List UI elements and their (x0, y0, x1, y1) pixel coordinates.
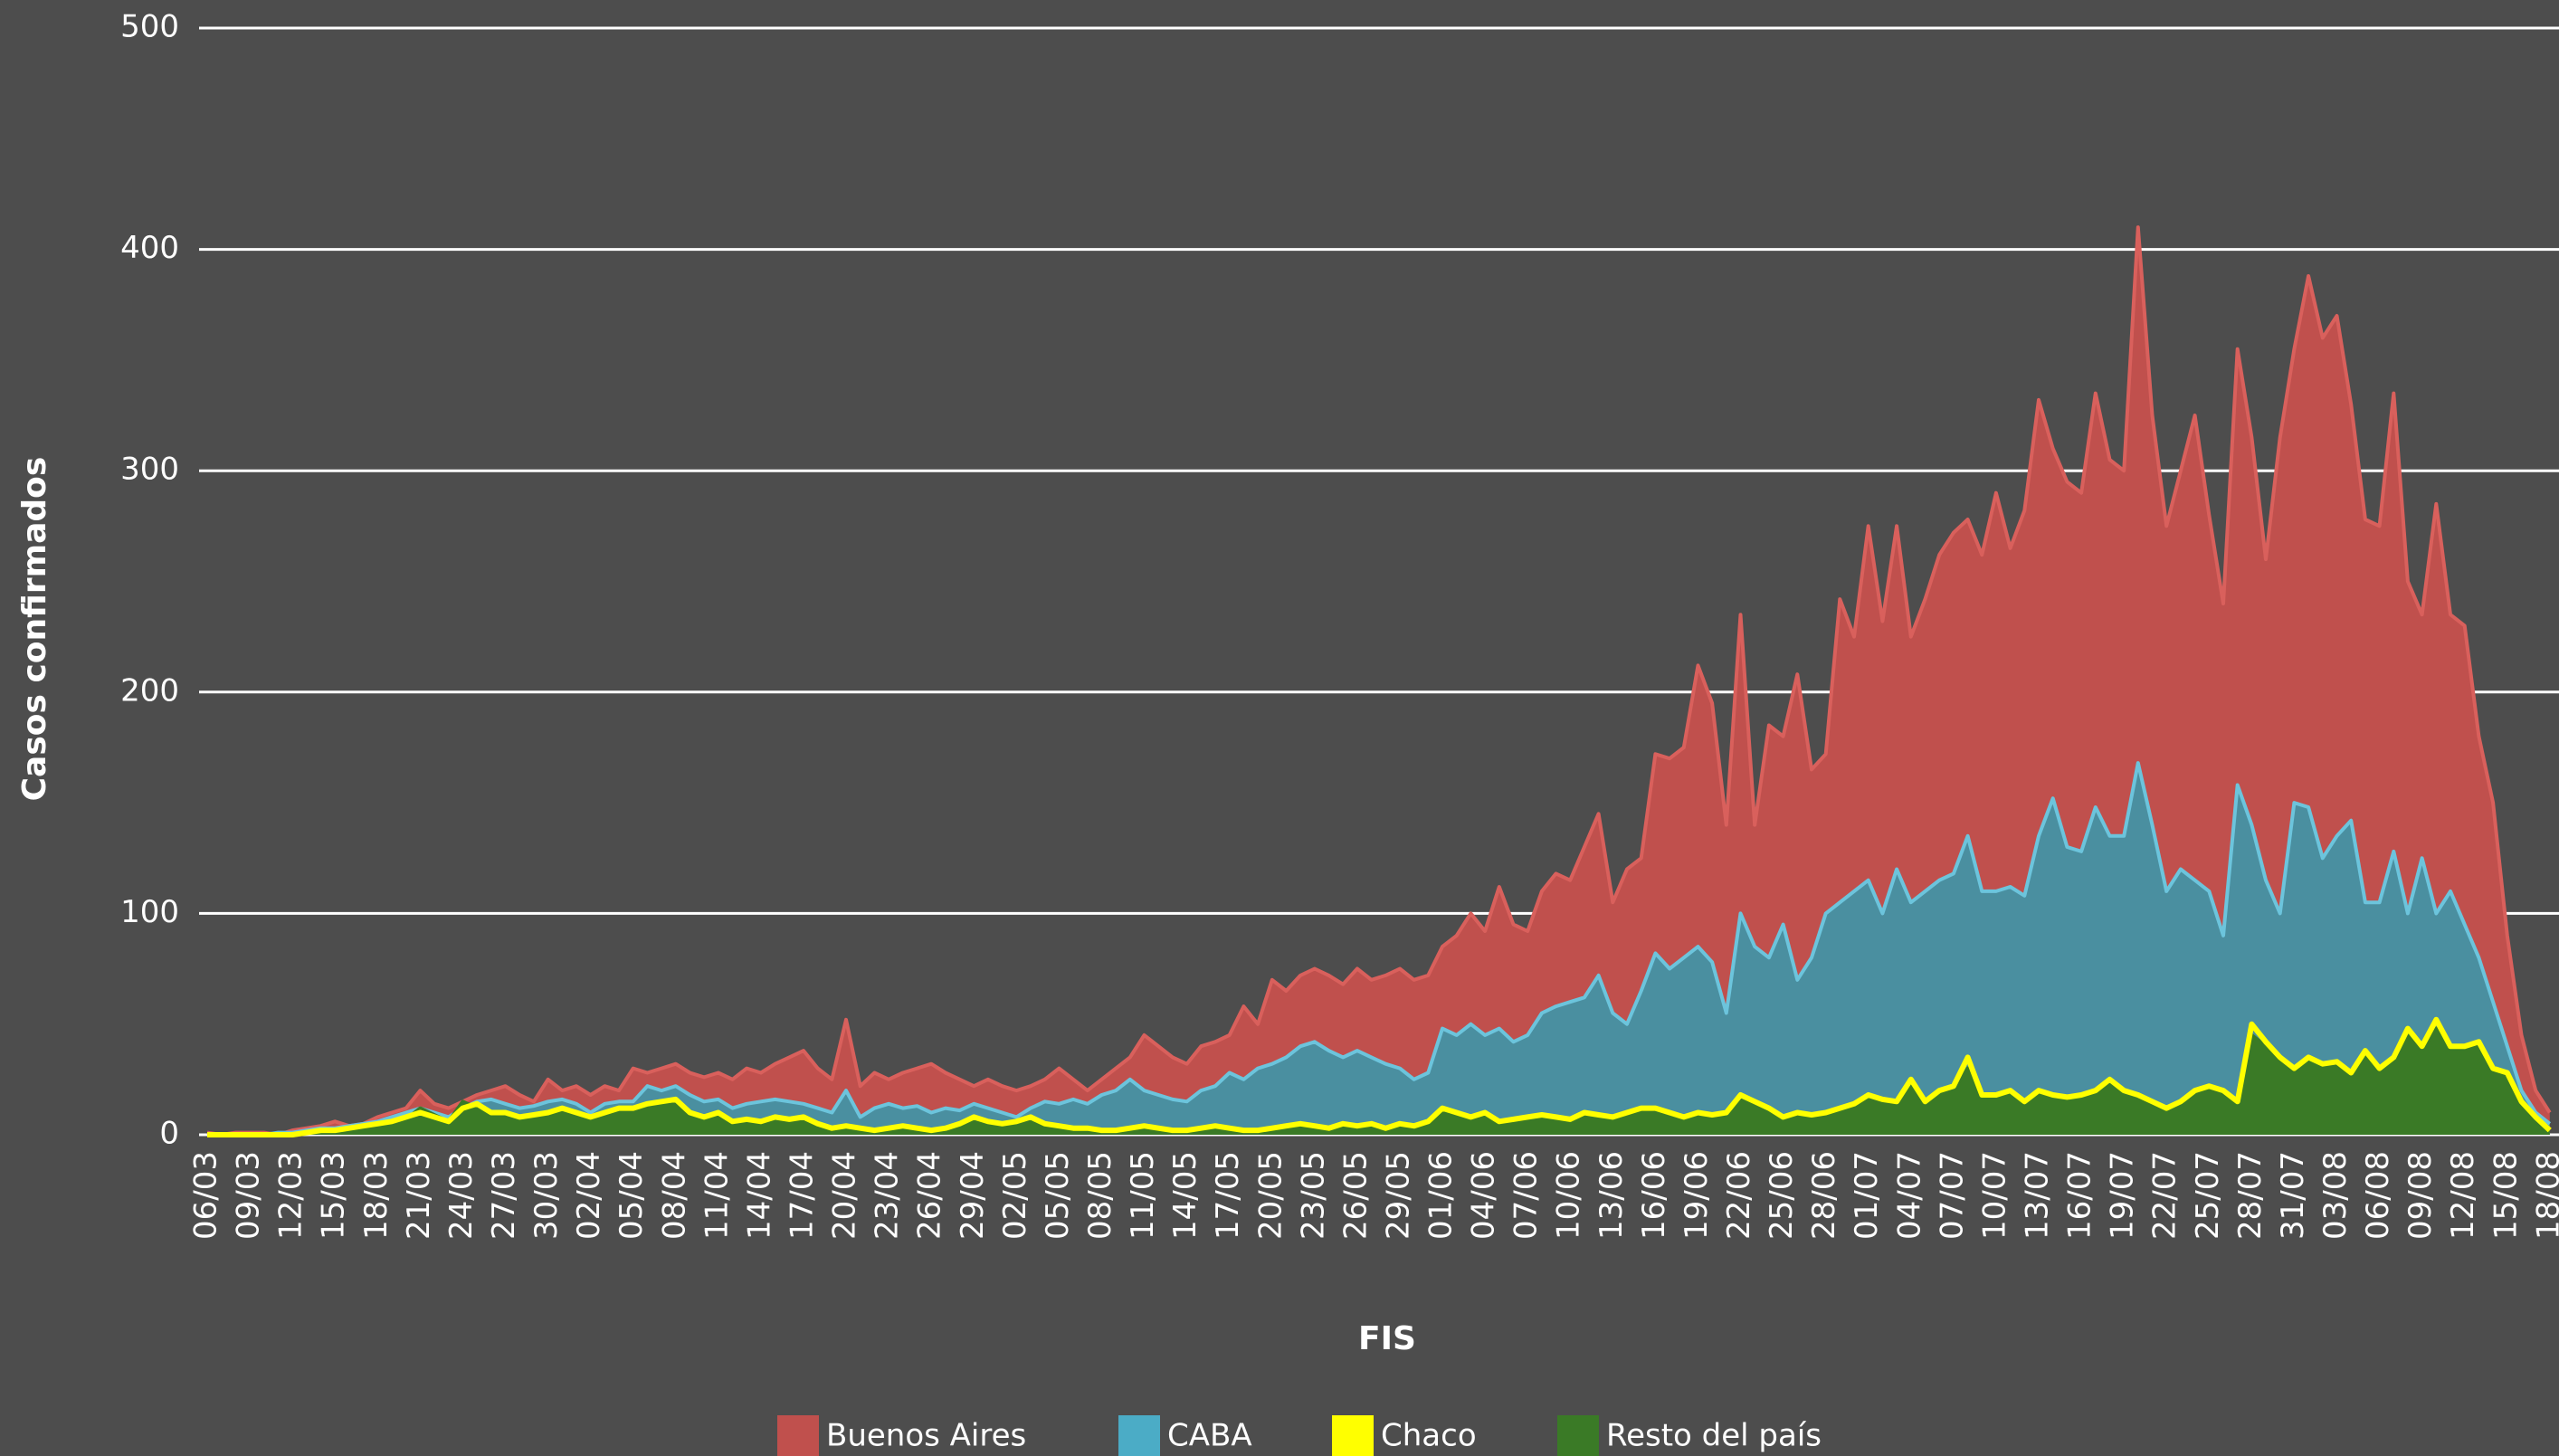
series-line (207, 761, 2552, 1137)
x-tick-label: 01/07 (1849, 1151, 1885, 1240)
legend-swatch (1557, 1415, 1599, 1456)
x-tick-label: 29/04 (955, 1151, 991, 1240)
x-tick-label: 25/06 (1764, 1151, 1800, 1240)
x-tick-label: 16/06 (1636, 1151, 1672, 1240)
x-tick-label: 18/03 (358, 1151, 395, 1240)
legend-label: Resto del país (1606, 1418, 1822, 1454)
x-tick-label: 07/07 (1934, 1151, 1970, 1240)
x-tick-label: 05/04 (614, 1151, 650, 1240)
x-tick-label: 18/08 (2530, 1151, 2559, 1240)
y-tick-label: 500 (120, 9, 179, 45)
x-tick-label: 09/03 (231, 1151, 267, 1240)
x-tick-label: 01/06 (1423, 1151, 1460, 1240)
x-tick-label: 03/08 (2317, 1151, 2354, 1240)
legend-label: CABA (1167, 1418, 1252, 1454)
x-tick-label: 22/06 (1721, 1151, 1757, 1240)
x-tick-label: 26/04 (912, 1151, 948, 1240)
x-tick-label: 10/07 (1976, 1151, 2012, 1240)
x-tick-label: 06/03 (188, 1151, 224, 1240)
x-tick-label: 30/03 (528, 1151, 565, 1240)
y-tick-label: 0 (159, 1116, 179, 1152)
x-tick-label: 28/06 (1806, 1151, 1842, 1240)
y-tick-label: 200 (120, 672, 179, 709)
x-tick-label: 27/03 (486, 1151, 522, 1240)
x-tick-label: 07/06 (1508, 1151, 1545, 1240)
x-tick-label: 10/06 (1551, 1151, 1587, 1240)
x-tick-label: 12/03 (273, 1151, 309, 1240)
x-tick-label: 26/05 (1337, 1151, 1374, 1240)
y-tick-label: 100 (120, 894, 179, 930)
x-tick-label: 11/05 (1125, 1151, 1161, 1240)
x-tick-label: 05/05 (1040, 1151, 1076, 1240)
x-tick-label: 19/07 (2105, 1151, 2141, 1240)
x-tick-label: 21/03 (401, 1151, 437, 1240)
series-line (206, 225, 2552, 1137)
x-tick-label: 14/04 (741, 1151, 777, 1240)
series-line (207, 1016, 2552, 1137)
y-axis-label: Casos confirmados (16, 457, 53, 802)
x-tick-label: 29/05 (1380, 1151, 1416, 1240)
x-tick-label: 17/05 (1210, 1151, 1246, 1240)
area-fill (207, 1028, 2550, 1135)
x-tick-label: 28/07 (2232, 1151, 2269, 1240)
x-tick-label: 06/08 (2360, 1151, 2396, 1240)
x-tick-label: 20/05 (1252, 1151, 1289, 1240)
x-tick-label: 16/07 (2062, 1151, 2098, 1240)
x-tick-label: 04/06 (1466, 1151, 1502, 1240)
legend-swatch (1332, 1415, 1374, 1456)
x-tick-label: 14/05 (1167, 1151, 1203, 1240)
x-tick-label: 24/03 (443, 1151, 480, 1240)
x-tick-label: 13/07 (2020, 1151, 2056, 1240)
legend-swatch (777, 1415, 819, 1456)
x-tick-label: 31/07 (2275, 1151, 2311, 1240)
x-tick-label: 08/05 (1082, 1151, 1118, 1240)
x-tick-label: 15/08 (2488, 1151, 2524, 1240)
x-tick-label: 23/05 (1295, 1151, 1331, 1240)
x-tick-label: 09/08 (2402, 1151, 2439, 1240)
x-tick-label: 12/08 (2445, 1151, 2481, 1240)
legend-label: Chaco (1381, 1418, 1477, 1454)
x-tick-label: 02/04 (571, 1151, 607, 1240)
x-tick-label: 08/04 (656, 1151, 692, 1240)
legend-swatch (1118, 1415, 1160, 1456)
y-tick-label: 300 (120, 452, 179, 488)
area-fill (207, 763, 2550, 1135)
x-tick-label: 20/04 (827, 1151, 863, 1240)
x-tick-label: 02/05 (997, 1151, 1033, 1240)
x-tick-label: 13/06 (1593, 1151, 1630, 1240)
x-tick-label: 15/03 (316, 1151, 352, 1240)
x-tick-label: 11/04 (699, 1151, 735, 1240)
x-axis-label: FIS (1358, 1320, 1416, 1357)
legend-label: Buenos Aires (826, 1418, 1026, 1454)
x-tick-label: 23/04 (870, 1151, 906, 1240)
x-tick-label: 25/07 (2190, 1151, 2226, 1240)
y-tick-label: 400 (120, 230, 179, 266)
x-tick-label: 19/06 (1679, 1151, 1715, 1240)
x-tick-label: 17/04 (784, 1151, 820, 1240)
x-tick-label: 04/07 (1891, 1151, 1927, 1240)
x-tick-label: 22/07 (2147, 1151, 2183, 1240)
